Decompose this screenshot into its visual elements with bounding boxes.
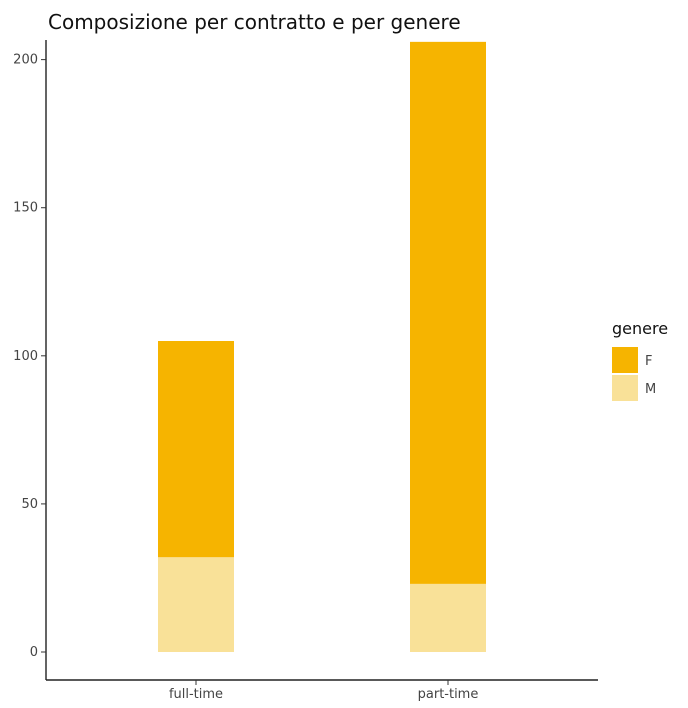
y-tick-label: 200: [13, 53, 38, 68]
y-tick-label: 50: [21, 497, 38, 512]
x-tick-label: part-time: [418, 687, 479, 702]
legend-label-M: M: [645, 382, 656, 397]
bar-full-time-M: [158, 557, 234, 652]
legend: genere FM: [612, 319, 668, 401]
legend-swatch-F: [612, 347, 638, 373]
bar-part-time-F: [410, 41, 486, 584]
legend-swatch-M: [612, 375, 638, 401]
legend-label-F: F: [645, 354, 652, 369]
bar-part-time-M: [410, 583, 486, 652]
plot-area: 0 50 100 150 200 full-time part-time: [13, 40, 598, 702]
x-tick-label: full-time: [169, 687, 223, 702]
chart-title: Composizione per contratto e per genere: [48, 10, 461, 34]
bar-full-time-F: [158, 341, 234, 558]
y-tick-label: 150: [13, 201, 38, 216]
y-tick-label: 100: [13, 349, 38, 364]
legend-title: genere: [612, 319, 668, 338]
y-tick-label: 0: [30, 645, 38, 660]
